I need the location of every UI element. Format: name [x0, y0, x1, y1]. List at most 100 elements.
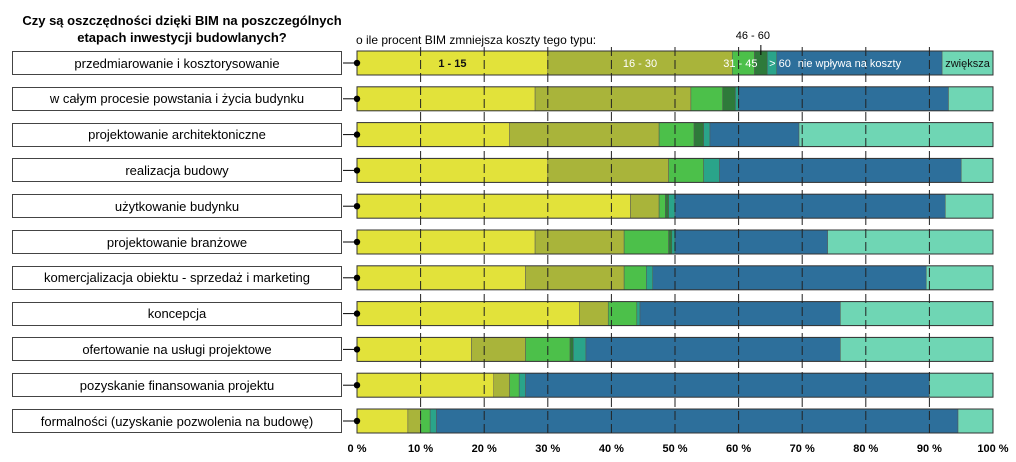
bar-segment [356, 372, 494, 398]
connector-dot [353, 238, 361, 246]
bar-segment [436, 408, 959, 434]
bar-segment [623, 265, 647, 291]
bar-segment [960, 158, 994, 183]
bar-segment [658, 122, 695, 147]
legend-label: 1 - 15 [438, 58, 466, 70]
bar-segment [719, 158, 962, 183]
connector-dot [353, 417, 361, 425]
connector-dot [353, 131, 361, 138]
category-label: projektowanie architektoniczne [12, 122, 342, 147]
x-tick-label: 40 % [599, 443, 624, 455]
bar-segment [722, 86, 736, 112]
bar-segment [429, 408, 437, 434]
legend-label: zwiększa [945, 58, 991, 70]
bar-segment [493, 372, 510, 398]
bar-segment [658, 193, 666, 219]
bar-segment [509, 372, 520, 398]
connector-dot [353, 203, 361, 210]
x-tick-label: 10 % [408, 443, 433, 455]
bar-segment [630, 193, 660, 219]
legend-label: > 60 [769, 58, 791, 70]
bar-segment [703, 158, 720, 183]
x-tick-label: 30 % [535, 443, 560, 455]
bar-segment [665, 193, 669, 219]
category-label: komercjalizacja obiektu - sprzedaż i mar… [12, 265, 342, 290]
x-tick-label: 90 % [917, 443, 942, 455]
category-label: użytkowanie budynku [12, 194, 342, 219]
bar-segment [674, 229, 828, 255]
bar-segment [646, 265, 653, 291]
category-label: projektowanie branżowe [12, 230, 342, 254]
category-label: w całym procesie powstania i życia budyn… [12, 86, 342, 111]
x-tick-label: 100 % [977, 443, 1008, 455]
bar-segment [738, 86, 949, 112]
x-tick-label: 70 % [790, 443, 815, 455]
bar-segment [668, 229, 673, 255]
legend-label: nie wpływa na koszty [798, 58, 902, 70]
bar-segment [957, 408, 994, 434]
connector-dot [353, 346, 361, 353]
bar-segment [945, 193, 994, 219]
bar-segment [693, 122, 704, 147]
connector-dot [353, 310, 361, 317]
category-label: realizacja budowy [12, 158, 342, 183]
category-label: koncepcja [12, 301, 342, 326]
connector-dot [353, 382, 361, 389]
bar-segment [585, 337, 841, 362]
bar-segment [941, 50, 994, 76]
bar-segment [534, 86, 692, 112]
bar-segment [572, 337, 587, 362]
bar-segment [356, 301, 580, 326]
bar-segment [525, 372, 930, 398]
bar-segment [547, 50, 733, 76]
connector-dot [353, 95, 361, 103]
bar-segment [827, 229, 994, 255]
x-tick-label: 0 % [348, 443, 367, 455]
x-tick-label: 50 % [662, 443, 687, 455]
legend-label: 46 - 60 [736, 30, 770, 42]
legend-label: 31 - 45 [723, 58, 757, 70]
bar-segment [509, 122, 660, 147]
bar-segment [798, 122, 994, 147]
bar-segment [674, 193, 946, 219]
x-tick-label: 60 % [726, 443, 751, 455]
bar-segment [668, 193, 676, 219]
bar-segment [639, 301, 841, 326]
chart-subtitle: o ile procent BIM zmniejsza koszty tego … [356, 33, 597, 47]
category-label: pozyskanie finansowania projektu [12, 373, 342, 398]
bar-segment [925, 265, 994, 291]
x-tick-label: 20 % [472, 443, 497, 455]
connector-dot [353, 167, 361, 174]
bar-segment [356, 86, 536, 112]
x-tick-label: 80 % [853, 443, 878, 455]
bar-segment [579, 301, 609, 326]
bar-segment [534, 229, 625, 255]
bar-segment [690, 86, 723, 112]
bar-segment [356, 193, 631, 219]
connector-dot [353, 59, 361, 67]
bar-segment [668, 158, 704, 183]
bar-segment [948, 86, 994, 112]
bar-segment [703, 122, 711, 147]
bar-segment [569, 337, 574, 362]
bar-segment [356, 265, 526, 291]
bar-segment [776, 50, 943, 76]
bar-segment [356, 229, 536, 255]
bar-segment [607, 301, 638, 326]
bar-segment [356, 122, 510, 147]
bar-segment [840, 301, 994, 326]
bar-segment [356, 158, 549, 183]
legend-label: 16 - 30 [623, 58, 657, 70]
connector-dot [353, 274, 361, 281]
bar-segment [636, 301, 641, 326]
category-label: formalności (uzyskanie pozwolenia na bud… [12, 409, 342, 433]
bar-segment [525, 265, 625, 291]
bar-segment [471, 337, 526, 362]
category-label: ofertowanie na usługi projektowe [12, 337, 342, 362]
bar-segment [840, 337, 994, 362]
bar-segment [356, 408, 409, 434]
category-label: przedmiarowanie i kosztorysowanie [12, 51, 342, 75]
bar-segment [420, 408, 431, 434]
bar-segment [356, 337, 472, 362]
